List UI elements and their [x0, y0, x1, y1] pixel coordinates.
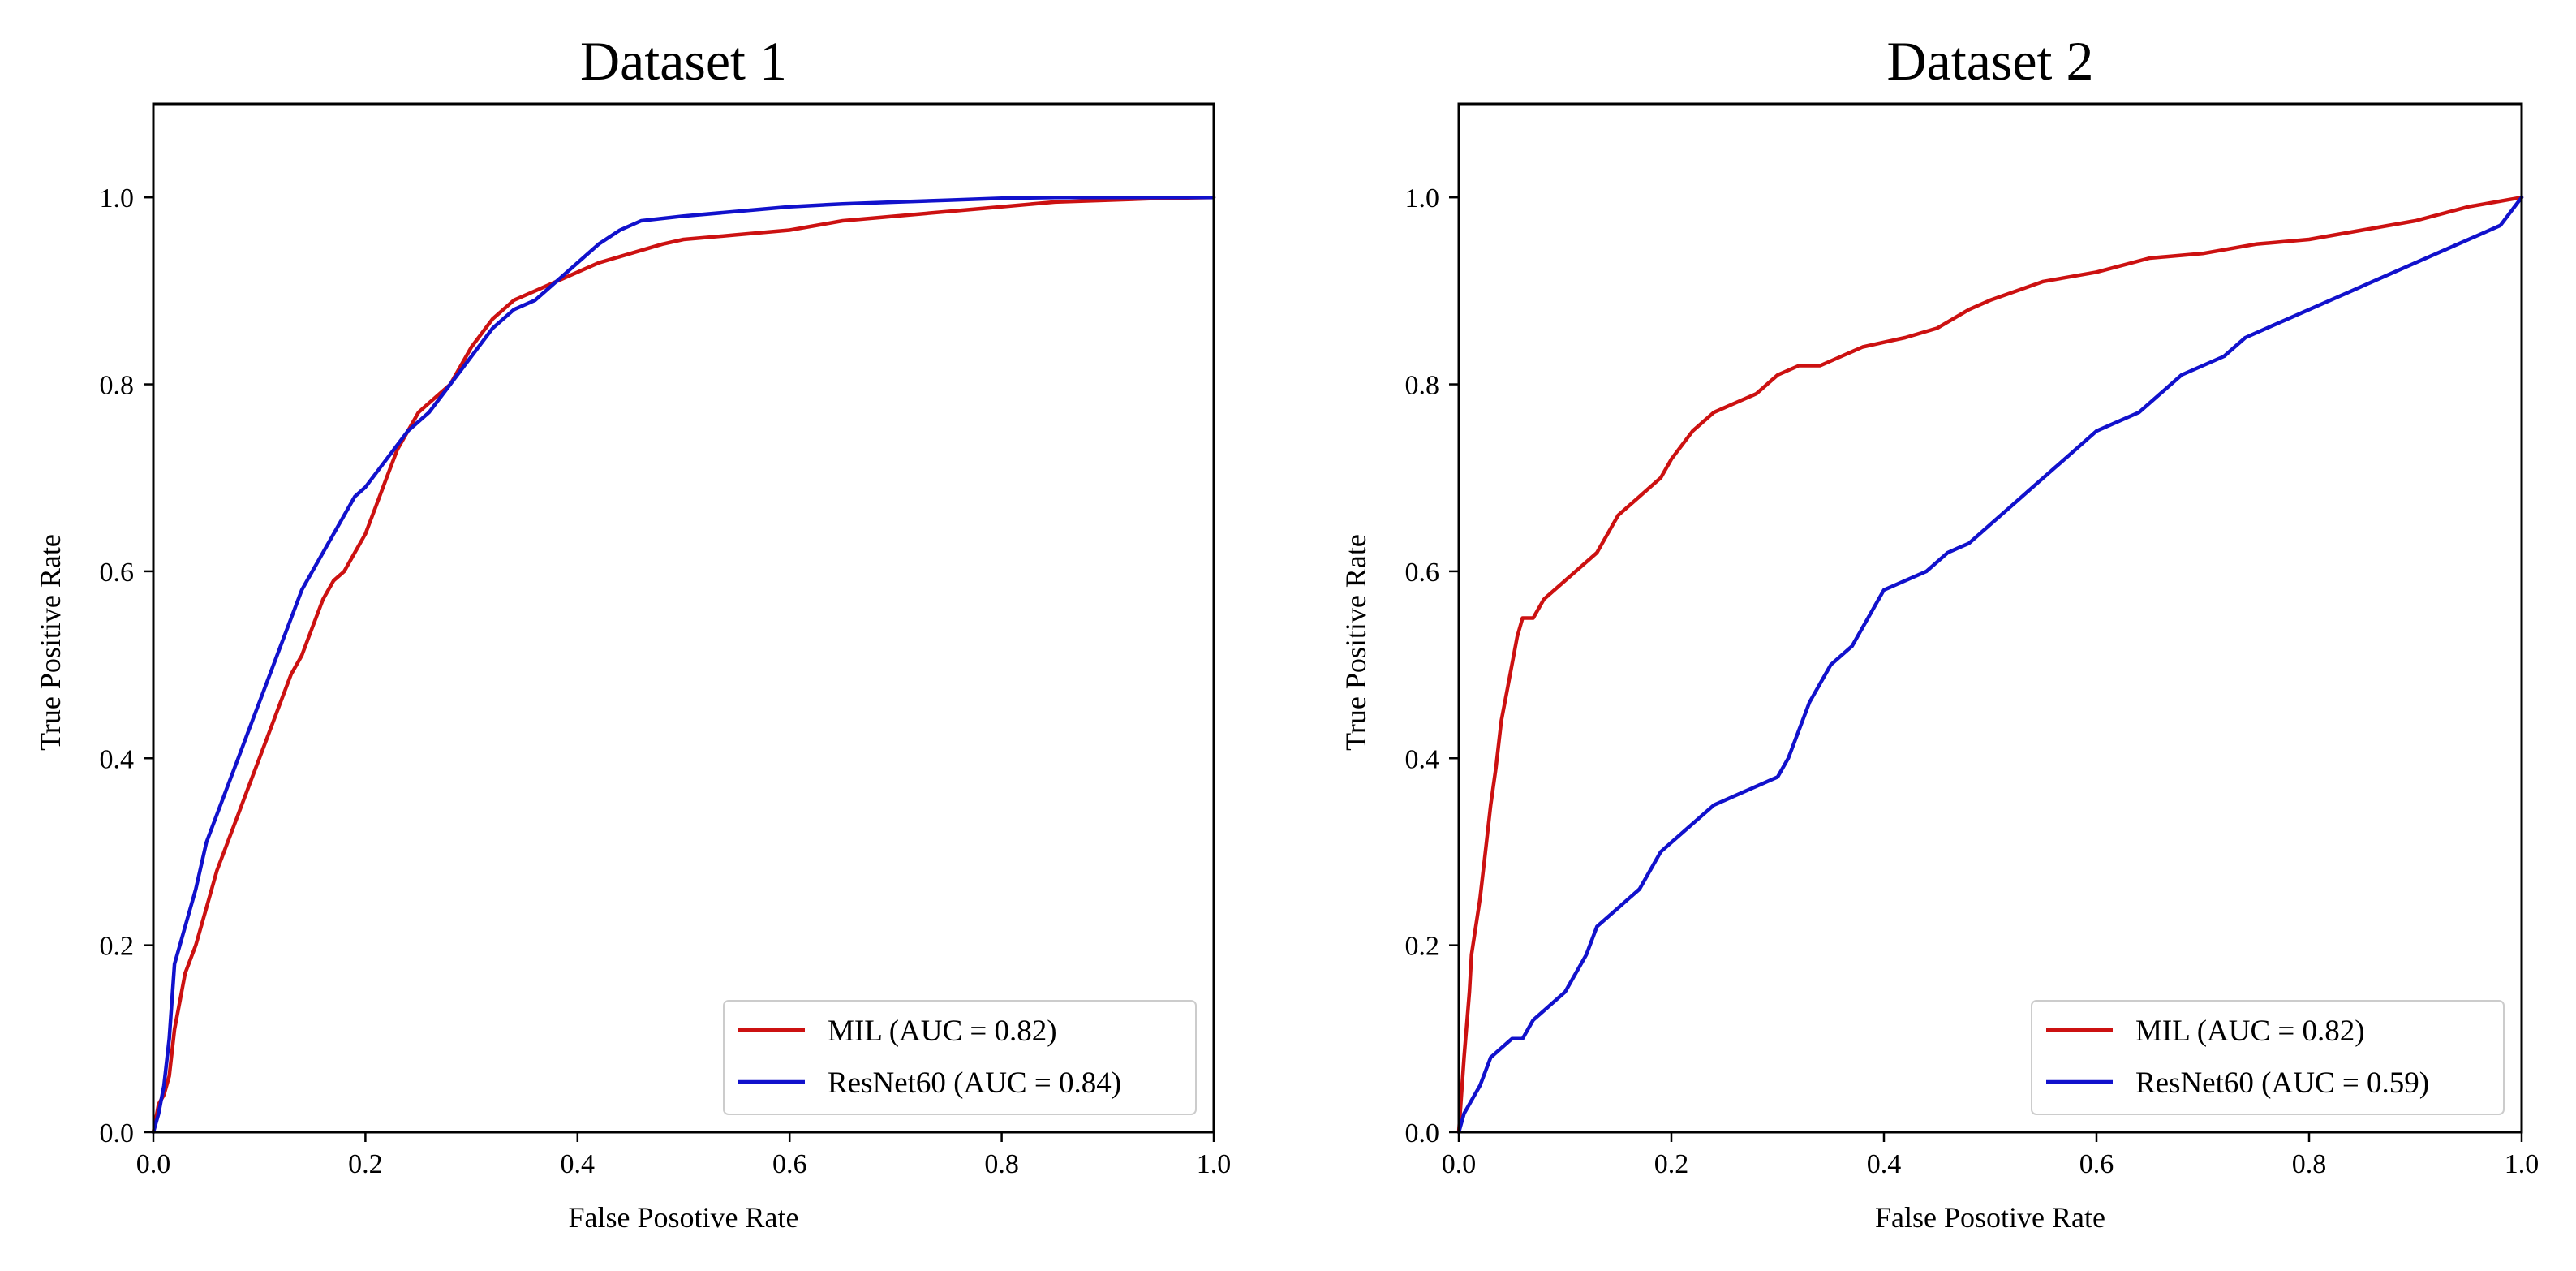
x-tick-label: 0.0 — [1442, 1149, 1477, 1179]
x-tick-label: 0.4 — [1867, 1149, 1902, 1179]
y-tick-label: 0.4 — [100, 744, 135, 774]
y-tick-label: 0.0 — [1405, 1118, 1440, 1148]
x-tick-label: 0.8 — [2292, 1149, 2327, 1179]
x-tick-label: 0.4 — [561, 1149, 596, 1179]
chart-title: Dataset 1 — [580, 30, 787, 92]
y-axis-title: True Positive Rate — [1340, 534, 1372, 751]
series-line-resnet60 — [151, 195, 1216, 1135]
legend-box — [723, 1000, 1197, 1115]
y-tick-label: 0.4 — [1405, 744, 1440, 774]
y-tick-label: 0.2 — [100, 932, 135, 962]
y-tick-label: 1.0 — [1405, 183, 1440, 213]
legend: MIL (AUC = 0.82) ResNet60 (AUC = 0.59) — [2031, 1000, 2505, 1115]
x-tick-label: 0.0 — [136, 1149, 171, 1179]
plot-frame — [1457, 102, 2523, 1134]
series-line-resnet60 — [1456, 195, 2524, 1135]
y-tick-label: 0.6 — [1405, 558, 1440, 588]
legend-entry: MIL (AUC = 0.82) — [828, 1015, 1057, 1048]
x-tick-label: 1.0 — [1197, 1149, 1232, 1179]
x-tick-label: 0.8 — [984, 1149, 1019, 1179]
series-line-mil — [1456, 195, 2524, 1135]
y-tick-label: 0.2 — [1405, 932, 1440, 962]
roc-panel-dataset-2: 0.0 0.2 0.4 0.6 0.8 1.0 0.0 0.2 0.4 0.6 0.8 1.0 Data… — [1340, 30, 2539, 1234]
x-tick-label: 0.2 — [348, 1149, 383, 1179]
x-tick-label: 1.0 — [2505, 1149, 2539, 1179]
x-tick-label: 0.6 — [772, 1149, 807, 1179]
y-axis-title: True Positive Rate — [34, 534, 67, 751]
legend-entry: ResNet60 (AUC = 0.59) — [2135, 1066, 2429, 1100]
chart-title: Dataset 2 — [1887, 30, 2094, 92]
y-tick-label: 1.0 — [100, 183, 135, 213]
y-tick-label: 0.8 — [100, 371, 135, 401]
x-tick-label: 0.2 — [1654, 1149, 1689, 1179]
legend: MIL (AUC = 0.82) ResNet60 (AUC = 0.84) — [723, 1000, 1197, 1115]
y-tick-label: 0.6 — [100, 558, 135, 588]
legend-entry: MIL (AUC = 0.82) — [2135, 1015, 2365, 1048]
x-axis-title: False Posotive Rate — [1875, 1201, 2105, 1234]
plot-frame — [152, 102, 1215, 1134]
x-tick-label: 0.6 — [2079, 1149, 2114, 1179]
legend-box — [2031, 1000, 2505, 1115]
x-axis-title: False Posotive Rate — [569, 1201, 799, 1234]
legend-entry: ResNet60 (AUC = 0.84) — [828, 1066, 1121, 1100]
y-tick-label: 0.8 — [1405, 371, 1440, 401]
roc-panel-dataset-1: 0.0 0.2 0.4 0.6 0.8 1.0 0.0 0.2 0.4 0.6 0.8 1.0 Data… — [34, 30, 1231, 1234]
y-tick-label: 0.0 — [100, 1118, 135, 1148]
series-line-mil — [151, 195, 1216, 1135]
